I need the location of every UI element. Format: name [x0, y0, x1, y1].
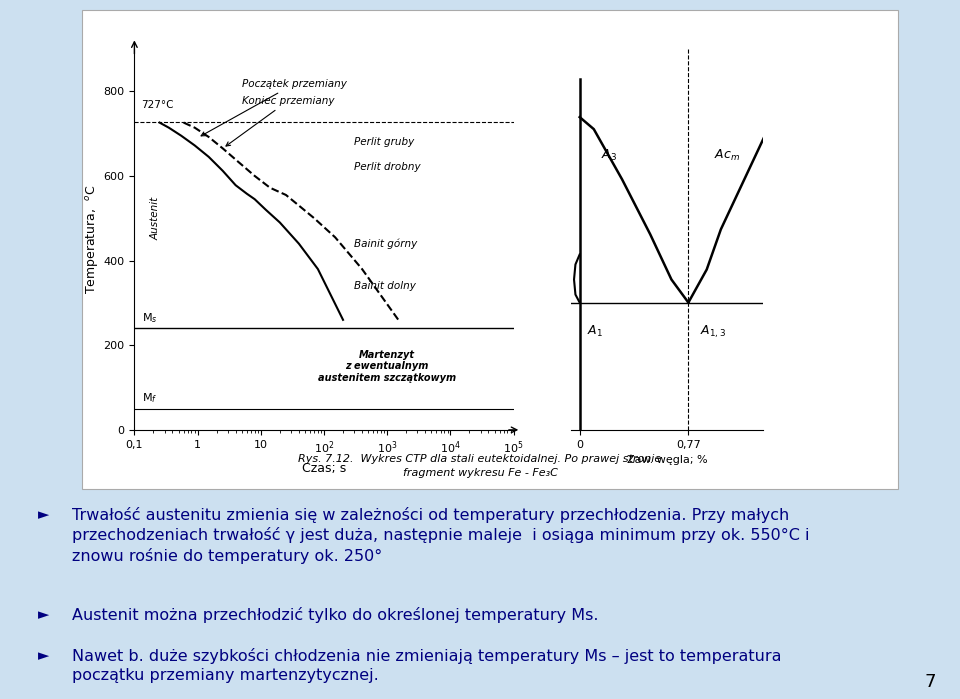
Text: Austenit można przechłodzić tylko do określonej temperatury Ms.: Austenit można przechłodzić tylko do okr… — [72, 607, 598, 624]
Text: $Ac_m$: $Ac_m$ — [714, 148, 740, 164]
Text: 727°C: 727°C — [142, 100, 174, 110]
Text: $A_1$: $A_1$ — [587, 324, 603, 339]
Text: Trwałość austenitu zmienia się w zależności od temperatury przechłodzenia. Przy : Trwałość austenitu zmienia się w zależno… — [72, 507, 809, 564]
X-axis label: Zaw. węgla; %: Zaw. węgla; % — [627, 455, 708, 465]
Y-axis label: Temperatura,  $^o$C: Temperatura, $^o$C — [84, 185, 101, 294]
Text: Rys. 7.12.  Wykres CTP dla stali eutektoidalnej. Po prawej stronie
fragment wykr: Rys. 7.12. Wykres CTP dla stali eutektoi… — [299, 454, 661, 478]
Text: Perlit gruby: Perlit gruby — [354, 137, 415, 147]
Bar — [82, 10, 898, 489]
Text: M$_s$: M$_s$ — [142, 311, 157, 325]
Text: Austenit: Austenit — [151, 196, 161, 240]
Text: Początek przemiany: Początek przemiany — [201, 79, 347, 136]
Text: Martenzyt
z ewentualnym
austenitem szczątkowym: Martenzyt z ewentualnym austenitem szczą… — [318, 350, 456, 383]
Text: Perlit drobny: Perlit drobny — [354, 162, 420, 173]
Text: M$_f$: M$_f$ — [142, 391, 157, 405]
X-axis label: Czas; s: Czas; s — [301, 462, 347, 475]
Text: ►: ► — [38, 607, 50, 622]
Text: Nawet b. duże szybkości chłodzenia nie zmieniają temperatury Ms – jest to temper: Nawet b. duże szybkości chłodzenia nie z… — [72, 648, 781, 683]
Text: $A_{1,3}$: $A_{1,3}$ — [700, 324, 726, 340]
Text: ►: ► — [38, 507, 50, 521]
Text: $A_3$: $A_3$ — [601, 148, 617, 164]
Text: Bainit dolny: Bainit dolny — [354, 281, 416, 291]
Text: Koniec przemiany: Koniec przemiany — [226, 96, 334, 146]
Text: Bainit górny: Bainit górny — [354, 238, 418, 249]
Text: ►: ► — [38, 648, 50, 663]
Text: 7: 7 — [924, 672, 936, 691]
